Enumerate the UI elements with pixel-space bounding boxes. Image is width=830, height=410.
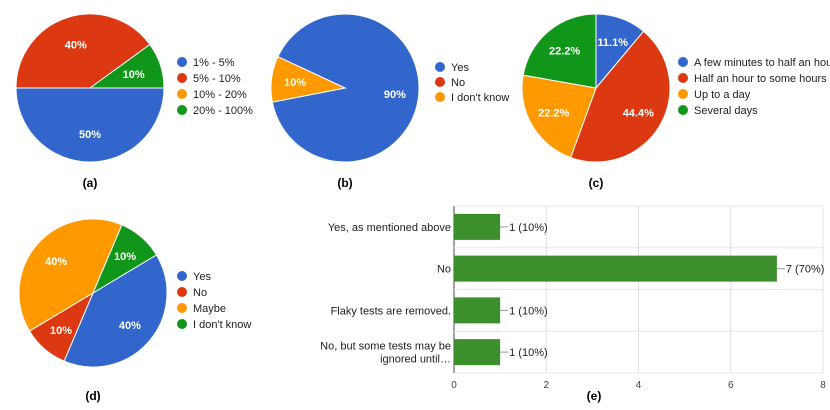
pie-a-slice-label-0: 50%: [79, 129, 101, 141]
bar-e-category-1-line-0: No: [437, 264, 451, 276]
caption-a: (a): [83, 176, 98, 190]
legend-d-label-2: Maybe: [193, 303, 226, 315]
pie-a-slice-1: [15, 13, 151, 89]
legend-a-label-2: 10% - 20%: [193, 89, 247, 101]
legend-c-label-2: Up to a day: [694, 89, 751, 101]
pie-a-slice-label-3: 10%: [123, 69, 145, 81]
bar-chart-e: 0 2 4 6 8 1 (10%) Yes, as mentioned above 7 (70…: [320, 205, 826, 391]
legend-a-label-3: 20% - 100%: [193, 105, 253, 117]
pie-c-slice-label-2: 22.2%: [538, 107, 569, 119]
pie-c-legend: A few minutes to half an hour Half an hou…: [678, 57, 830, 117]
pie-a-slice-0: [15, 87, 165, 163]
legend-c-marker-0: [678, 57, 688, 67]
pie-d-slice-3: [91, 224, 158, 295]
bar-e-category-1: No: [437, 264, 451, 276]
legend-d-marker-1: [177, 287, 187, 297]
pie-a-legend: 1% - 5% 5% - 10% 10% - 20% 20% - 100%: [177, 57, 253, 117]
pie-chart-c: 11.1% 44.4% 22.2% 22.2%: [521, 13, 671, 163]
legend-b-label-1: No: [451, 77, 465, 89]
pie-a-slice-3: [88, 43, 165, 89]
legend-c-marker-1: [678, 73, 688, 83]
legend-a-marker-1: [177, 73, 187, 83]
legend-b-marker-0: [435, 62, 445, 72]
legend-a-label-0: 1% - 5%: [193, 57, 235, 69]
pie-d-slice-label-0: 40%: [119, 320, 141, 332]
pie-chart-d: 40% 10% 40% 10%: [18, 218, 168, 368]
pie-b-slice-label-2: 10%: [284, 77, 306, 89]
legend-d-label-3: I don't know: [193, 319, 251, 331]
bar-e-category-2: Flaky tests are removed.: [331, 305, 451, 317]
legend-d-marker-3: [177, 319, 187, 329]
legend-a-marker-3: [177, 105, 187, 115]
legend-c-label-3: Several days: [694, 105, 758, 117]
pie-b-slice-2: [270, 56, 347, 103]
bar-e-category-0: Yes, as mentioned above: [328, 222, 451, 234]
legend-c-label-0: A few minutes to half an hour: [694, 57, 830, 69]
legend-b-label-0: Yes: [451, 62, 469, 74]
legend-c-marker-2: [678, 89, 688, 99]
bar-e-value-label-0: 1 (10%): [509, 222, 548, 234]
caption-c: (c): [589, 176, 604, 190]
legend-a-label-1: 5% - 10%: [193, 73, 241, 85]
bar-e-value-label-3: 1 (10%): [509, 347, 548, 359]
legend-b-marker-1: [435, 77, 445, 87]
pie-c-slice-1: [570, 30, 671, 163]
legend-a-marker-2: [177, 89, 187, 99]
pie-a-slice-label-1: 40%: [65, 39, 87, 51]
pie-d-legend: Yes No Maybe I don't know: [177, 271, 251, 331]
legend-d-label-0: Yes: [193, 271, 211, 283]
bar-e-tick-1: 2: [543, 380, 549, 391]
bar-e-tick-4: 8: [820, 380, 826, 391]
pie-b-slice-label-0: 90%: [384, 89, 406, 101]
pie-c-slice-2: [521, 74, 597, 159]
pie-c-slice-3: [522, 13, 597, 89]
pie-chart-b: 90% 10%: [270, 13, 420, 163]
legend-d-label-1: No: [193, 287, 207, 299]
bar-e-tick-3: 6: [728, 380, 734, 391]
bar-e-value-label-2: 1 (10%): [509, 305, 548, 317]
pie-c-slice-label-0: 11.1%: [597, 37, 628, 49]
legend-d-marker-0: [177, 271, 187, 281]
bar-e-bar-0: [454, 213, 501, 240]
caption-e: (e): [587, 389, 602, 403]
bar-e-category-3: No, but some tests may be ignored until…: [320, 341, 451, 366]
legend-d-marker-2: [177, 303, 187, 313]
bar-e-category-3-line-1: ignored until…: [380, 354, 451, 366]
legend-c-label-1: Half an hour to some hours: [694, 73, 827, 85]
bar-e-bar-1: [454, 255, 777, 282]
pie-d-slice-label-2: 40%: [45, 256, 67, 268]
bar-e-category-3-line-0: No, but some tests may be: [320, 341, 451, 353]
bar-e-bar-3: [454, 339, 501, 366]
pie-c-slice-label-3: 22.2%: [549, 46, 580, 58]
pie-b-legend: Yes No I don't know: [435, 62, 509, 104]
caption-b: (b): [337, 176, 352, 190]
bar-e-tick-0: 0: [451, 380, 457, 391]
pie-c-slice-label-1: 44.4%: [623, 107, 654, 119]
pie-d-slice-label-3: 10%: [114, 251, 136, 263]
pie-d-slice-0: [63, 254, 168, 368]
pie-d-slice-label-1: 10%: [50, 325, 72, 337]
bar-e-category-2-line-0: Flaky tests are removed.: [331, 305, 451, 317]
bar-e-tick-2: 4: [636, 380, 642, 391]
legend-c-marker-3: [678, 105, 688, 115]
legend-a-marker-0: [177, 57, 187, 67]
legend-b-marker-2: [435, 92, 445, 102]
caption-d: (d): [85, 389, 100, 403]
bar-e-category-0-line-0: Yes, as mentioned above: [328, 222, 451, 234]
legend-b-label-2: I don't know: [451, 92, 509, 104]
bar-e-value-label-1: 7 (70%): [786, 264, 825, 276]
pie-d-slice-2: [18, 218, 123, 332]
pie-chart-a: 50% 40% 10%: [15, 13, 165, 163]
bar-e-bar-2: [454, 297, 501, 324]
